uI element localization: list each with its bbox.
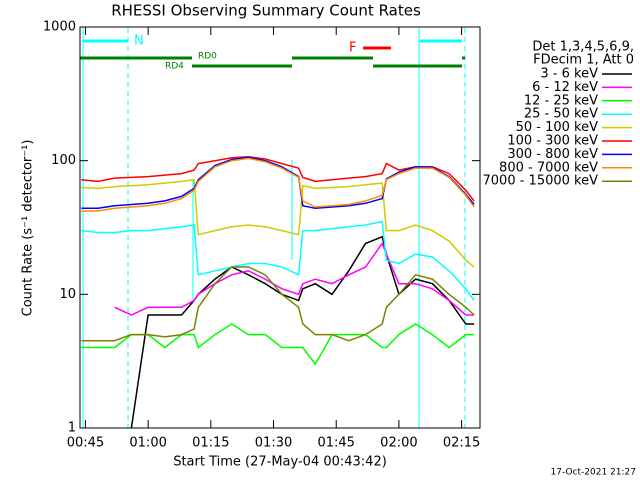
legend-header: Det 1,3,4,5,6,9, — [532, 40, 634, 55]
series-line — [81, 157, 475, 212]
x-tick-label: 01:30 — [255, 436, 292, 451]
annotation: F — [349, 41, 356, 56]
mode-bars — [80, 56, 465, 68]
y-tick-label: 10 — [59, 287, 76, 302]
legend-label: 800 - 7000 keV — [499, 160, 598, 175]
series-line — [81, 178, 475, 268]
annotation: RD0 — [198, 52, 217, 62]
series-line — [81, 220, 475, 301]
series-line — [81, 323, 475, 366]
x-tick-label: 01:15 — [192, 436, 229, 451]
series-line — [114, 241, 475, 316]
annotation: N — [134, 34, 144, 49]
series-line — [81, 266, 475, 342]
y-axis-label: Count Rate (s⁻¹ detector⁻¹) — [21, 140, 36, 317]
legend-label: 12 - 25 keV — [524, 93, 598, 108]
series-line — [130, 235, 475, 429]
x-tick-label: 01:00 — [129, 436, 166, 451]
footer: 17-Oct-2021 21:27 — [551, 468, 636, 478]
legend-label: 50 - 100 keV — [516, 120, 599, 135]
legend-label: 100 - 300 keV — [507, 134, 598, 149]
legend-label: 3 - 6 keV — [540, 67, 598, 82]
x-tick-label: 00:45 — [67, 436, 104, 451]
x-axis-label: Start Time (27-May-04 00:43:42) — [173, 455, 387, 470]
legend-label: 6 - 12 keV — [532, 80, 598, 95]
legend-label: 7000 - 15000 keV — [483, 174, 599, 189]
x-tick-label: 01:45 — [317, 436, 354, 451]
annotation: RD4 — [165, 62, 184, 72]
plot-frame — [79, 26, 481, 429]
chart-title: RHESSI Observing Summary Count Rates — [111, 2, 421, 20]
legend-header: FDecim 1, Att 0 — [533, 53, 634, 68]
y-tick-label: 1000 — [43, 20, 76, 35]
y-tick-label: 100 — [51, 153, 76, 168]
attenuator-markers — [82, 28, 466, 428]
legend-label: 300 - 800 keV — [507, 147, 598, 162]
x-tick-label: 02:00 — [380, 436, 417, 451]
series-line — [81, 155, 475, 202]
series-line — [81, 156, 475, 210]
legend-label: 25 - 50 keV — [524, 107, 598, 122]
y-tick-label: 1 — [68, 421, 76, 436]
x-tick-label: 02:15 — [443, 436, 480, 451]
